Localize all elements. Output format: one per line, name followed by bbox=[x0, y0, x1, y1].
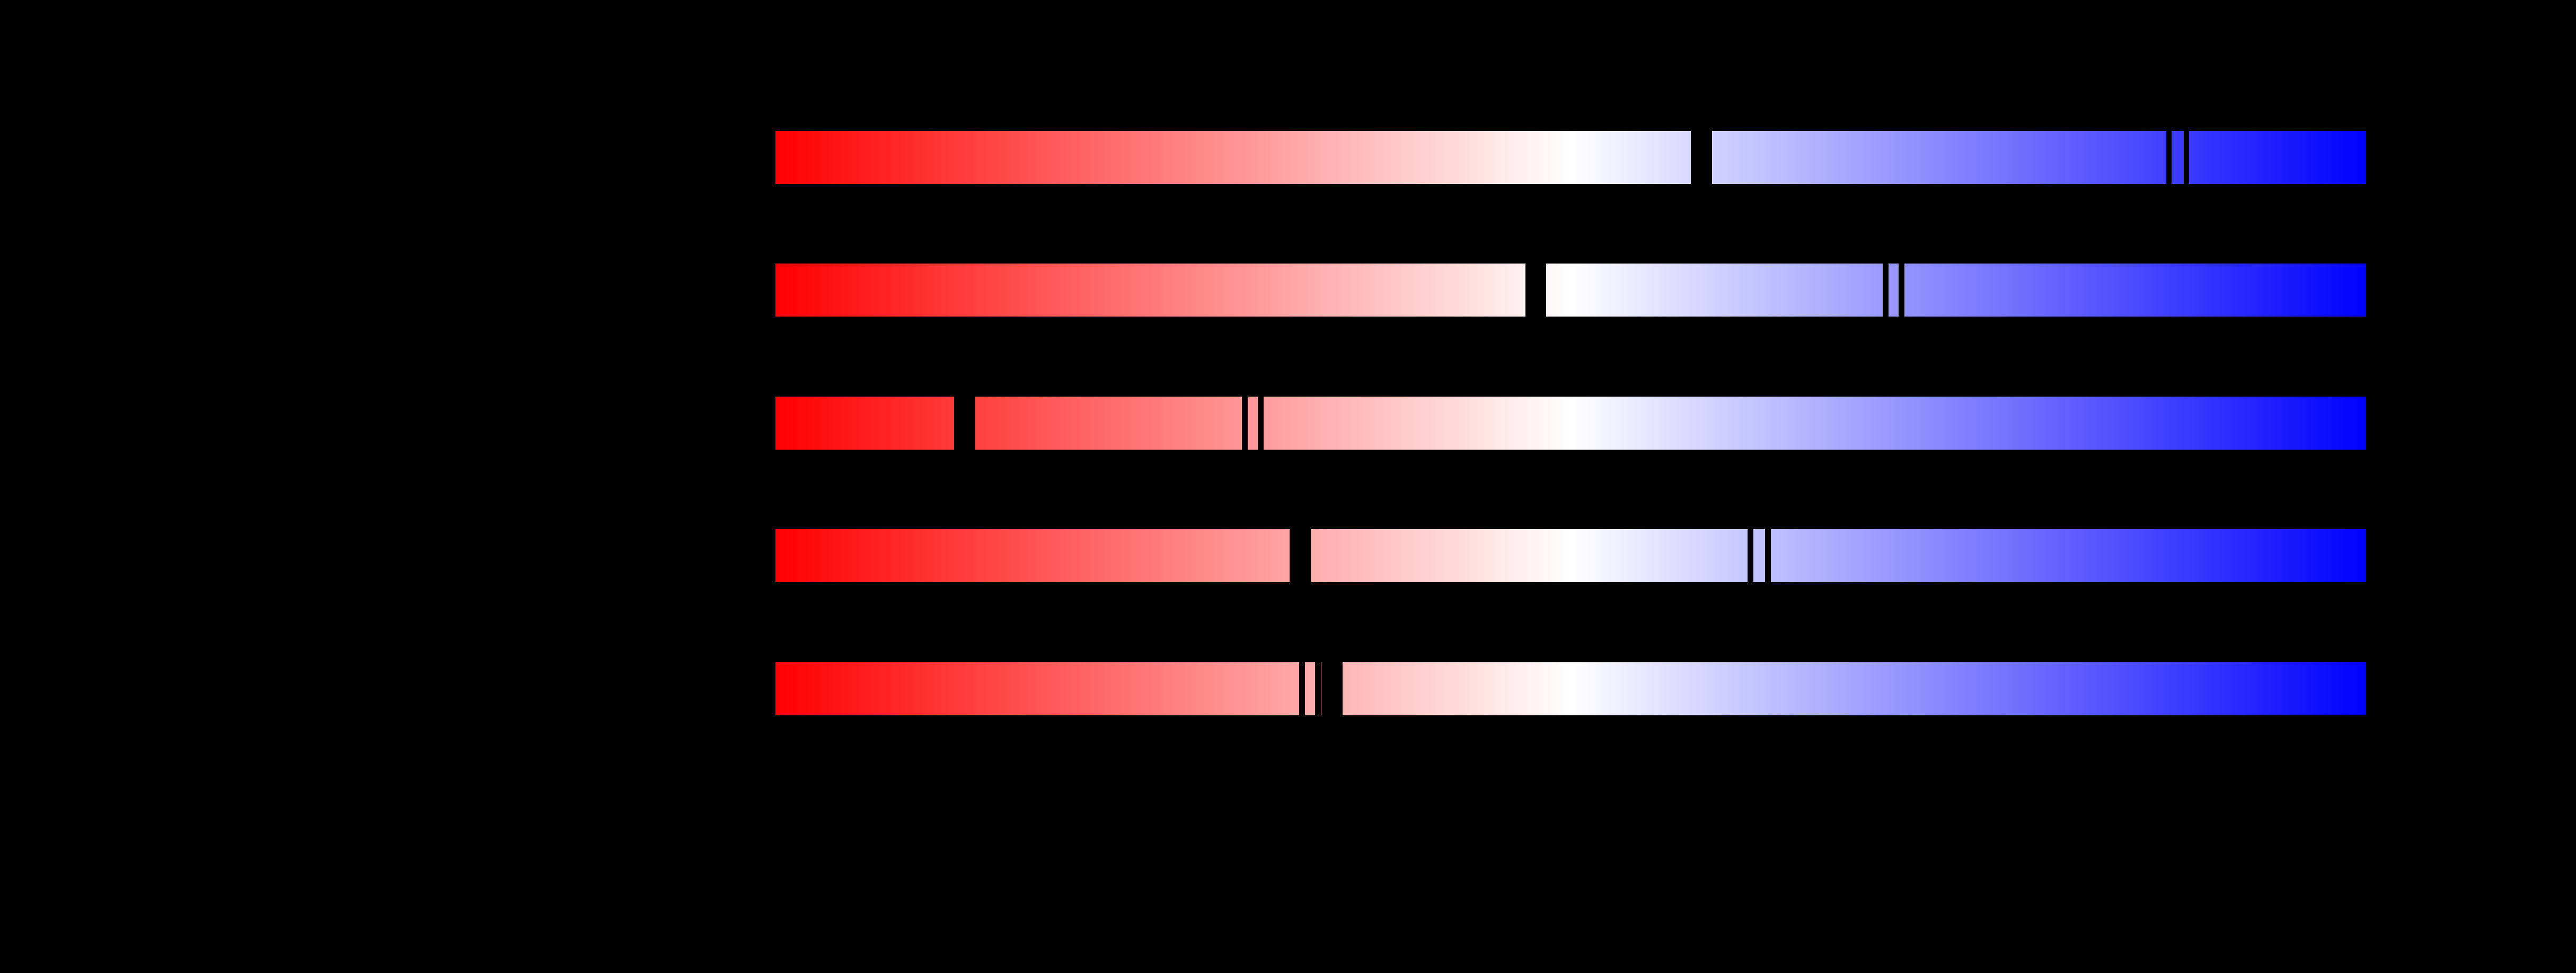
gradient-bar-row-4 bbox=[775, 529, 2366, 583]
gradient-bar-row-1 bbox=[775, 130, 2366, 185]
tick-marker bbox=[1258, 396, 1264, 450]
tick-marker bbox=[1883, 263, 1889, 317]
tick-marker bbox=[1299, 662, 1305, 716]
gradient-bar-row-2 bbox=[775, 263, 2366, 317]
tick-marker bbox=[1765, 529, 1771, 583]
gap-marker bbox=[1690, 130, 1712, 185]
gap-marker bbox=[954, 396, 976, 450]
gap-marker bbox=[1290, 529, 1311, 583]
tick-marker bbox=[1899, 263, 1904, 317]
tick-marker bbox=[1242, 396, 1248, 450]
gradient-bar-row-5 bbox=[775, 662, 2366, 716]
tick-marker bbox=[1748, 529, 1753, 583]
tick-marker bbox=[2183, 130, 2190, 185]
gap-marker bbox=[1321, 662, 1343, 716]
tick-marker bbox=[2166, 130, 2172, 185]
gradient-bar-row-3 bbox=[775, 396, 2366, 450]
gap-marker bbox=[1525, 263, 1547, 317]
tick-marker bbox=[1315, 662, 1321, 716]
